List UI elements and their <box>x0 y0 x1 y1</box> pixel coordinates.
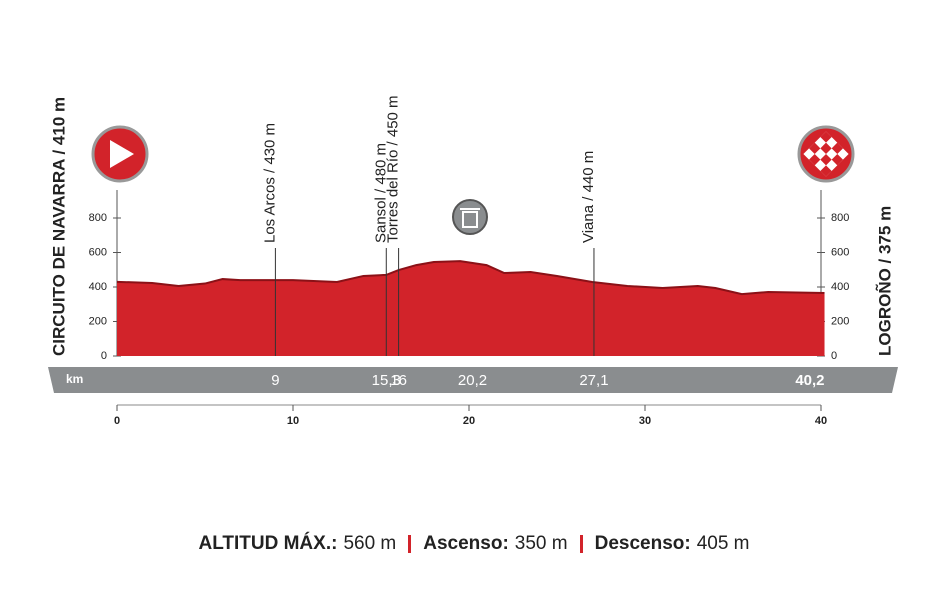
start-label: CIRCUITO DE NAVARRA / 410 m <box>49 97 68 356</box>
y-tick-label: 600 <box>831 246 849 258</box>
x-tick-label: 30 <box>639 415 651 427</box>
waypoint-label: Torres del Río / 450 m <box>385 95 402 243</box>
stat-label: Descenso: <box>594 533 691 554</box>
y-tick-label: 0 <box>831 350 837 362</box>
y-tick-label: 800 <box>89 212 107 224</box>
separator <box>579 535 583 553</box>
stat-label: Ascenso: <box>423 533 509 554</box>
x-tick-label: 0 <box>114 415 120 427</box>
x-tick-label: 20 <box>463 415 475 427</box>
km-marker: 16 <box>390 372 407 389</box>
finish-label: LOGROÑO / 375 m <box>874 206 894 356</box>
feed-zone-icon <box>452 199 488 235</box>
waypoint-label: Sansol / 480 m <box>372 143 389 243</box>
separator <box>408 535 412 553</box>
y-tick-label: 200 <box>831 315 849 327</box>
km-marker: 15,3 <box>372 372 401 389</box>
x-tick-label: 10 <box>287 415 299 427</box>
stat-value: 560 m <box>343 533 397 554</box>
start-icon <box>91 125 149 183</box>
x-tick-label: 40 <box>815 415 827 427</box>
waypoint-label: Viana / 440 m <box>580 151 597 243</box>
finish-icon <box>797 125 855 183</box>
km-label: km <box>66 372 83 386</box>
km-marker: 20,2 <box>458 372 487 389</box>
y-tick-label: 400 <box>89 281 107 293</box>
y-tick-label: 200 <box>89 315 107 327</box>
elevation-area <box>117 261 825 356</box>
y-tick-label: 600 <box>89 246 107 258</box>
km-marker: 27,1 <box>579 372 608 389</box>
km-marker: 40,2 <box>795 372 824 389</box>
waypoint-label: Los Arcos / 430 m <box>261 123 278 243</box>
stat-value: 405 m <box>696 533 750 554</box>
stat-value: 350 m <box>514 533 568 554</box>
elevation-edge <box>116 260 825 296</box>
y-tick-label: 400 <box>831 281 849 293</box>
y-tick-label: 0 <box>101 350 107 362</box>
footer: ALTITUD MÁX.: 560 m Ascenso: 350 m Descenso:… <box>0 533 948 555</box>
km-marker: 9 <box>271 372 279 389</box>
km-band <box>48 367 898 393</box>
stat-label: ALTITUD MÁX.: <box>198 533 338 554</box>
y-tick-label: 800 <box>831 212 849 224</box>
